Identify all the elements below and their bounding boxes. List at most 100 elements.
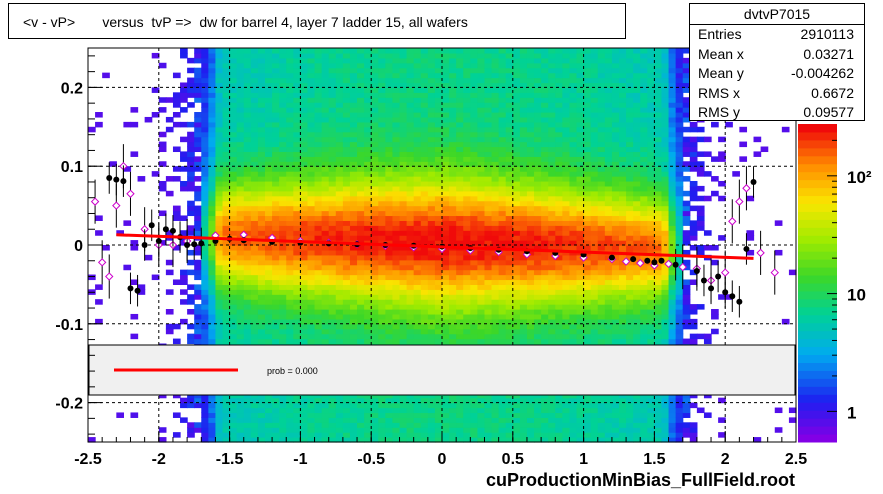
heatmap-cell — [229, 397, 238, 404]
heatmap-cell — [243, 407, 252, 414]
heatmap-cell — [357, 48, 365, 54]
heatmap-cell — [378, 407, 386, 414]
heatmap-cell — [272, 225, 280, 231]
heatmap-cell — [300, 121, 309, 128]
heatmap-cell — [583, 235, 592, 241]
heatmap-cell — [470, 126, 478, 133]
heatmap-cell — [434, 171, 443, 177]
heatmap-cell — [583, 333, 592, 340]
heatmap-cell — [293, 62, 301, 69]
heatmap-cell — [611, 87, 620, 93]
heatmap-cell — [279, 92, 287, 98]
heatmap-cell — [576, 200, 585, 207]
heatmap-cell — [257, 151, 266, 157]
heatmap-cell — [371, 200, 379, 207]
heatmap-cell — [399, 294, 408, 300]
heatmap-cell — [519, 220, 528, 226]
heatmap-cell — [201, 299, 209, 305]
heatmap-cell — [505, 254, 514, 261]
heatmap-cell — [265, 294, 273, 300]
heatmap-cell — [519, 427, 528, 433]
heatmap-cell — [392, 185, 401, 192]
heatmap-cell — [187, 176, 195, 182]
heatmap-cell — [250, 151, 259, 157]
heatmap-cell — [463, 136, 471, 143]
heatmap-cell — [434, 57, 443, 64]
heatmap-cell — [187, 249, 195, 256]
heatmap-cell — [314, 284, 323, 290]
heatmap-cell — [272, 284, 280, 290]
heatmap-cell — [604, 52, 613, 59]
heatmap-cell — [314, 437, 323, 443]
heatmap-cell — [519, 116, 528, 123]
heatmap-cell — [555, 180, 563, 187]
heatmap-cell — [590, 427, 599, 433]
heatmap-cell — [357, 230, 365, 236]
heatmap-cell — [286, 392, 294, 399]
heatmap-cell — [512, 427, 521, 433]
heatmap-cell — [590, 112, 599, 118]
heatmap-cell — [215, 112, 224, 118]
heatmap-cell — [250, 205, 259, 212]
heatmap-cell — [187, 121, 195, 128]
heatmap-cell — [286, 249, 294, 256]
heatmap-cell — [349, 82, 358, 88]
heatmap-cell — [597, 313, 606, 320]
heatmap-cell — [229, 437, 238, 443]
heatmap-cell — [456, 190, 464, 197]
heatmap-cell — [364, 422, 372, 428]
heatmap-cell — [498, 116, 507, 123]
heatmap-cell — [215, 102, 224, 108]
heatmap-cell — [279, 264, 287, 271]
heatmap-cell — [272, 313, 280, 320]
heatmap-cell — [123, 220, 132, 226]
heatmap-cell — [534, 392, 542, 399]
heatmap-cell — [541, 112, 549, 118]
heatmap-cell — [194, 309, 202, 315]
heatmap-cell — [548, 62, 556, 69]
heatmap-cell — [392, 323, 401, 330]
heatmap-cell — [583, 412, 592, 418]
heatmap-cell — [371, 92, 379, 98]
heatmap-cell — [208, 97, 217, 103]
heatmap-cell — [555, 97, 563, 103]
heatmap-cell — [541, 210, 549, 217]
heatmap-cell — [555, 274, 563, 281]
heatmap-cell — [576, 338, 585, 345]
heatmap-cell — [328, 254, 337, 261]
heatmap-cell — [307, 166, 316, 172]
heatmap-cell — [477, 235, 486, 241]
heatmap-cell — [555, 397, 563, 404]
heatmap-cell — [597, 171, 606, 177]
heatmap-cell — [548, 171, 556, 177]
heatmap-cell — [456, 97, 464, 103]
heatmap-cell — [272, 269, 280, 276]
heatmap-cell — [597, 279, 606, 285]
heatmap-cell — [364, 176, 372, 182]
heatmap-cell — [314, 136, 323, 143]
heatmap-cell — [463, 156, 471, 162]
heatmap-cell — [548, 294, 556, 300]
heatmap-cell — [555, 309, 563, 315]
heatmap-cell — [456, 230, 464, 236]
heatmap-cell — [286, 437, 294, 443]
heatmap-cell — [293, 116, 301, 123]
heatmap-cell — [399, 102, 408, 108]
heatmap-cell — [357, 161, 365, 167]
heatmap-cell — [406, 62, 415, 69]
heatmap-cell — [498, 87, 507, 93]
heatmap-cell — [357, 121, 365, 128]
heatmap-cell — [342, 131, 351, 138]
heatmap-cell — [194, 230, 202, 236]
heatmap-cell — [427, 151, 436, 157]
heatmap-cell — [456, 195, 464, 202]
heatmap-cell — [442, 210, 450, 217]
heatmap-cell — [328, 136, 337, 143]
heatmap-cell — [250, 279, 259, 285]
heatmap-cell — [548, 407, 556, 414]
heatmap-cell — [208, 427, 217, 433]
heatmap-cell — [357, 210, 365, 217]
heatmap-cell — [597, 274, 606, 281]
heatmap-cell — [413, 407, 422, 414]
heatmap-cell — [562, 72, 571, 79]
